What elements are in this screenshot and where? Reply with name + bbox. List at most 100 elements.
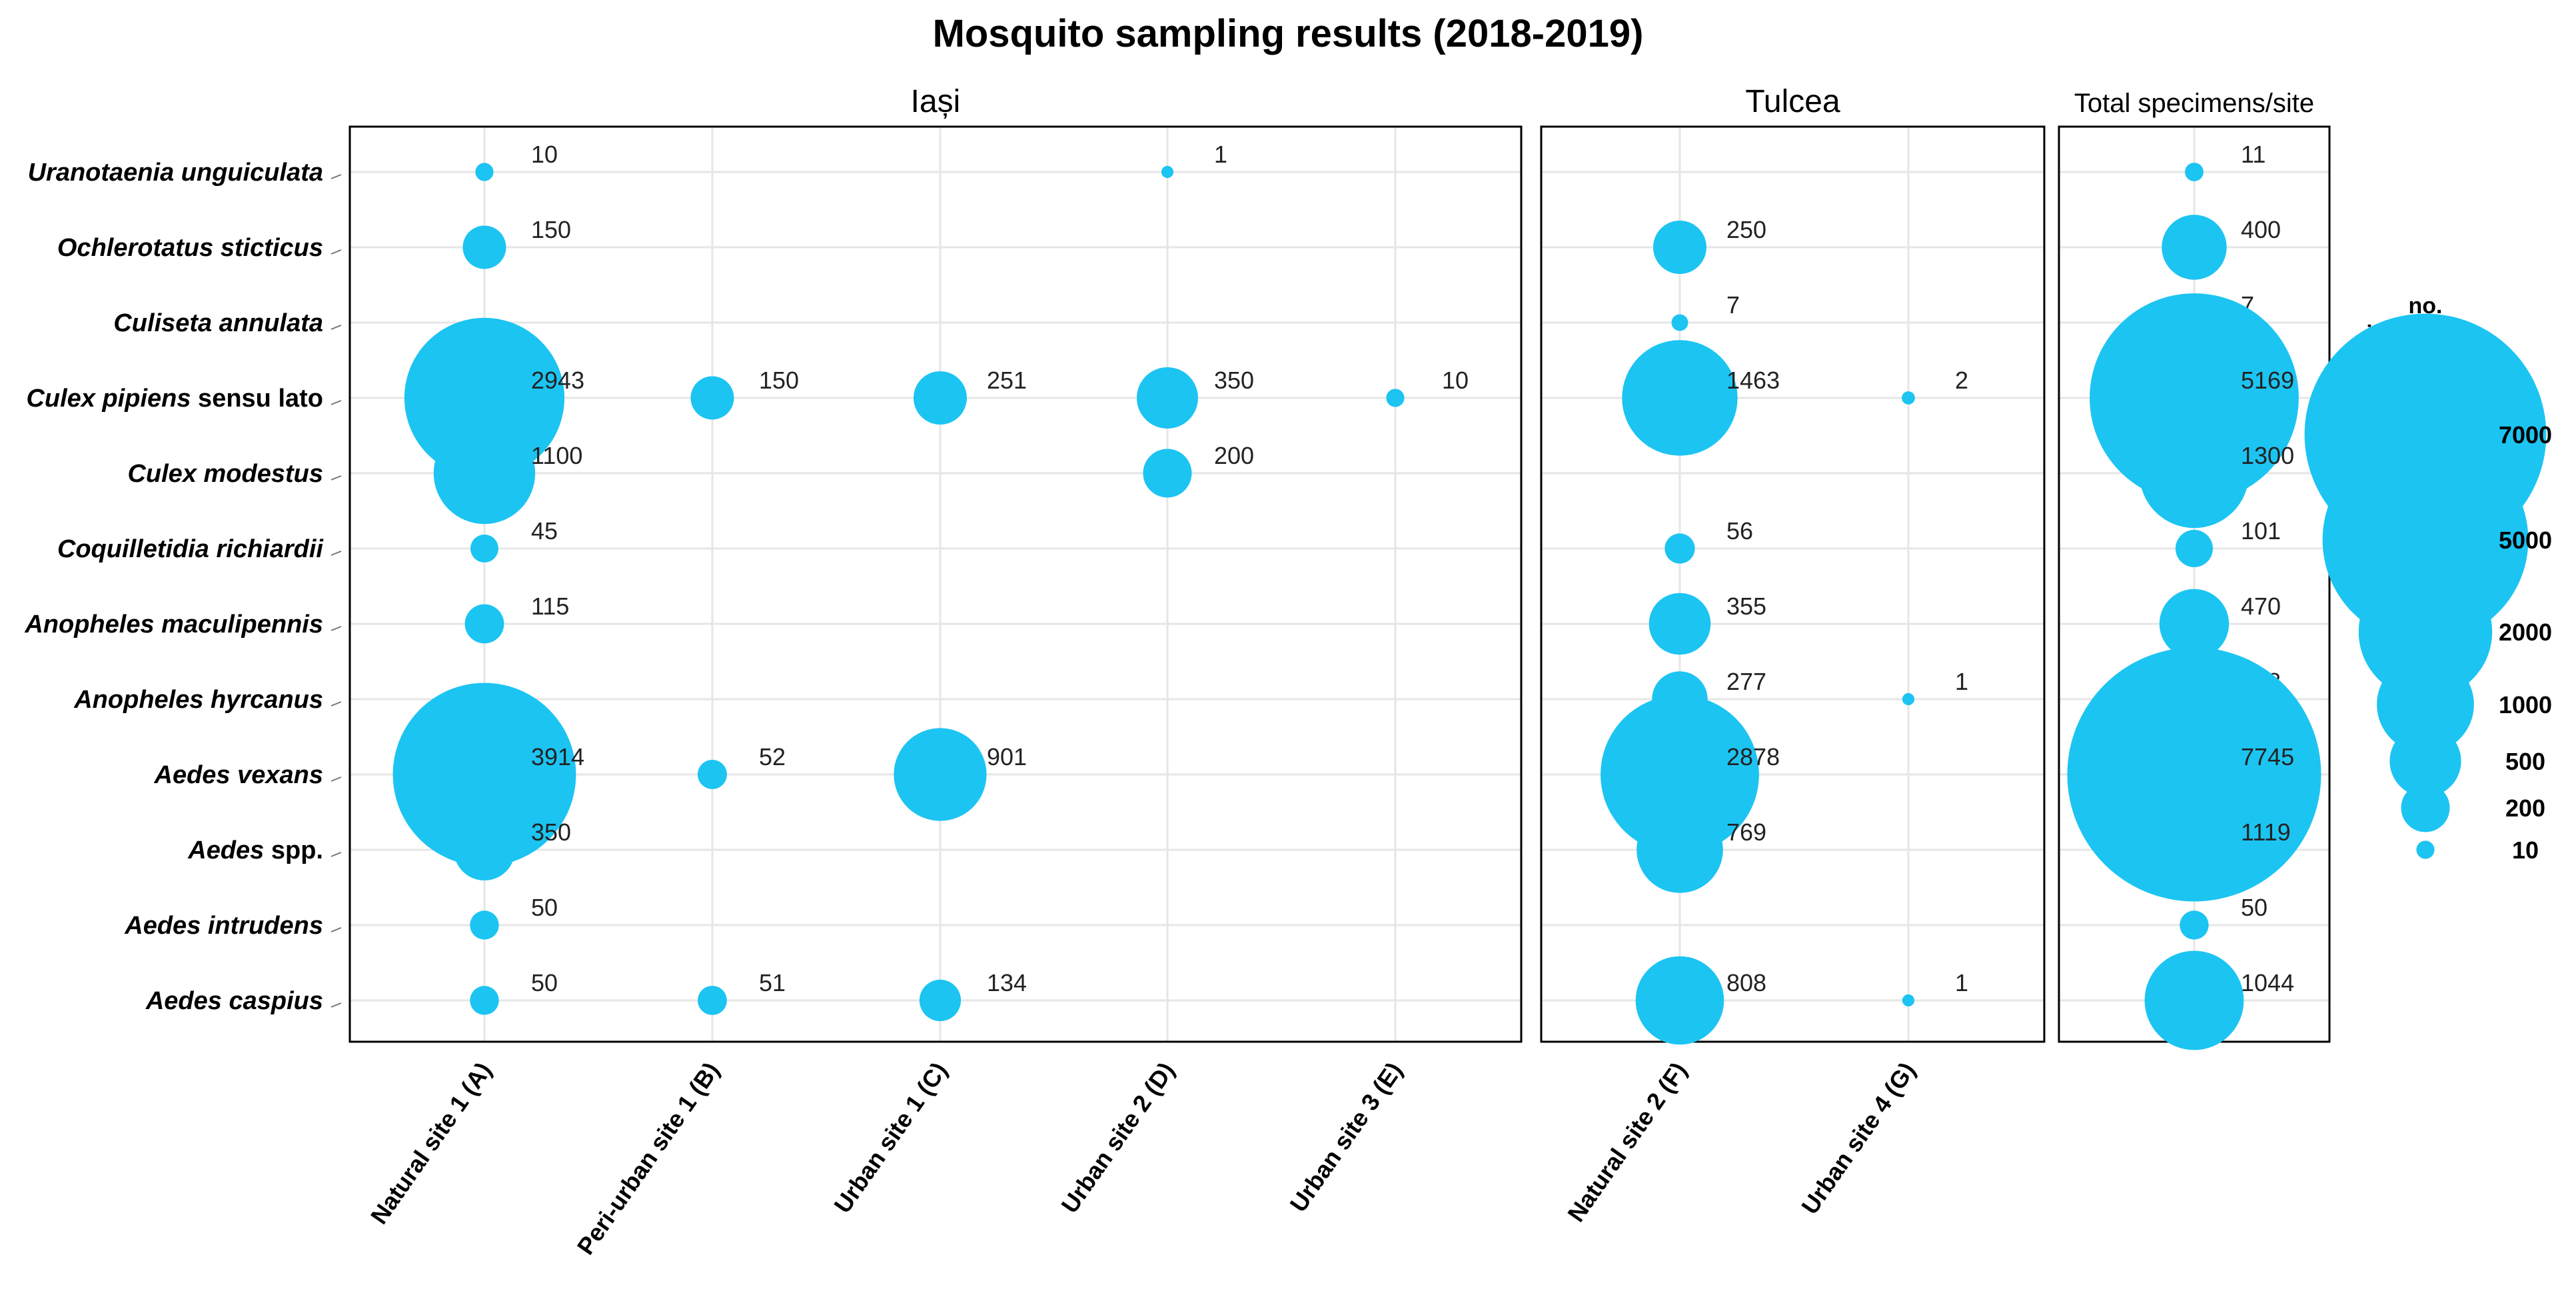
site-label: Peri-urban site 1 (B) xyxy=(572,1057,725,1260)
bubble-value-label: 1300 xyxy=(2241,442,2294,469)
bubble xyxy=(1386,389,1405,407)
legend-bubble xyxy=(2401,783,2450,832)
legend-bubble xyxy=(2377,656,2474,753)
bubble xyxy=(1143,449,1192,498)
species-genus: Aedes xyxy=(187,836,264,864)
bubble xyxy=(914,371,967,425)
bubble-value-label: 808 xyxy=(1726,969,1766,996)
bubble-value-label: 10 xyxy=(531,141,558,168)
species-labels: Uranotaenia unguiculata Ochlerotatus stic… xyxy=(24,159,342,1015)
bubble xyxy=(470,535,498,563)
bubble xyxy=(464,604,504,644)
legend-value-label: 10 xyxy=(2512,836,2539,864)
bubble-value-label: 250 xyxy=(1726,216,1766,243)
bubble xyxy=(698,760,727,789)
species-genus: Uranotaenia unguiculata xyxy=(28,159,323,187)
bubble xyxy=(1664,533,1695,564)
bubble-value-label: 56 xyxy=(1726,517,1753,545)
bubble xyxy=(1137,367,1198,429)
y-tick xyxy=(330,551,342,556)
species-label: Culiseta annulata xyxy=(113,309,323,337)
legend-bubble xyxy=(2416,840,2435,859)
panel-2: Tulcea xyxy=(1540,84,2046,1043)
bubble xyxy=(433,422,536,525)
bubble xyxy=(475,163,494,181)
bubble-value-label: 2 xyxy=(1955,367,1968,394)
chart-title: Mosquito sampling results (2018-2019) xyxy=(933,12,1644,55)
bubble xyxy=(1636,806,1723,893)
y-tick xyxy=(330,776,342,782)
bubble-value-label: 1100 xyxy=(531,442,582,469)
bubble xyxy=(2090,293,2299,503)
bubble-value-label: 10 xyxy=(1442,367,1469,394)
y-tick xyxy=(330,174,342,179)
bubble-value-label: 1119 xyxy=(2241,818,2291,846)
bubble-value-label: 50 xyxy=(531,894,558,921)
y-tick xyxy=(330,325,342,330)
species-label: Culex modestus xyxy=(127,460,323,488)
bubble xyxy=(404,317,565,479)
panel-1: Iași xyxy=(348,84,1523,1043)
bubble-value-label: 134 xyxy=(987,969,1027,996)
bubble xyxy=(2067,647,2321,902)
species-genus: Aedes vexans xyxy=(154,761,324,789)
bubble xyxy=(1902,994,1915,1007)
bubble xyxy=(2180,910,2209,940)
bubble xyxy=(392,682,576,866)
bubble-value-label: 2943 xyxy=(531,367,584,394)
site-label: Urban site 1 (C) xyxy=(828,1057,952,1218)
bubble-value-label: 470 xyxy=(2241,593,2281,620)
bubble-value-label: 277 xyxy=(1726,668,1766,695)
y-tick xyxy=(330,400,342,405)
species-label: Anopheles hyrcanus xyxy=(73,686,323,714)
y-tick xyxy=(330,701,342,706)
bubble xyxy=(1601,695,1759,854)
y-tick xyxy=(330,927,342,932)
species-label: Aedes vexans xyxy=(154,761,324,789)
legend-value-label: 7000 xyxy=(2499,421,2552,449)
bubble-value-label: 1 xyxy=(1214,141,1227,168)
species-genus: Culex modestus xyxy=(127,460,323,488)
bubble-value-label: 1463 xyxy=(1726,367,1780,394)
panel-strip-label: Tulcea xyxy=(1745,84,1840,119)
species-genus: Culiseta annulata xyxy=(113,309,323,337)
bubble xyxy=(2159,589,2230,659)
legend-bubble xyxy=(2389,725,2461,797)
species-label: Aedes intrudens xyxy=(124,912,323,940)
y-tick xyxy=(330,475,342,481)
bubble xyxy=(470,910,499,940)
y-tick xyxy=(330,852,342,857)
bubble-value-label: 11 xyxy=(2241,141,2265,168)
bubble xyxy=(454,819,515,880)
legend-value-label: 2000 xyxy=(2499,619,2552,646)
bubble xyxy=(2143,798,2246,901)
panel-frame xyxy=(1540,125,2046,1043)
site-label: Natural site 1 (A) xyxy=(365,1057,497,1229)
bubble-value-label: 2878 xyxy=(1726,743,1780,770)
bubble xyxy=(690,376,734,420)
species-genus: Coquilletidia richiardii xyxy=(57,535,324,563)
bubble-value-label: 350 xyxy=(1214,367,1254,394)
species-label: Aedes spp. xyxy=(187,836,323,864)
bubble-value-label: 3914 xyxy=(531,743,584,770)
bubble-value-label: 7745 xyxy=(2241,743,2294,770)
bubble-value-label: 50 xyxy=(2241,894,2267,921)
bubble xyxy=(1161,165,1174,179)
site-labels: Natural site 1 (A) Peri-urban site 1 (B) U… xyxy=(365,1057,1921,1260)
species-genus: Aedes intrudens xyxy=(124,912,323,940)
bubble xyxy=(462,225,506,269)
species-label: Coquilletidia richiardii xyxy=(57,535,324,563)
bubble xyxy=(1635,956,1724,1045)
bubble xyxy=(1648,593,1711,655)
bubble xyxy=(1671,314,1688,331)
legend-value-label: 500 xyxy=(2505,748,2545,775)
species-genus: Anopheles maculipennis xyxy=(24,611,323,639)
bubble-value-label: 45 xyxy=(531,517,558,545)
legend-bubble xyxy=(2358,565,2493,699)
bubble xyxy=(2176,530,2213,567)
species-label: Aedes caspius xyxy=(145,987,323,1015)
bubble xyxy=(2139,418,2250,529)
